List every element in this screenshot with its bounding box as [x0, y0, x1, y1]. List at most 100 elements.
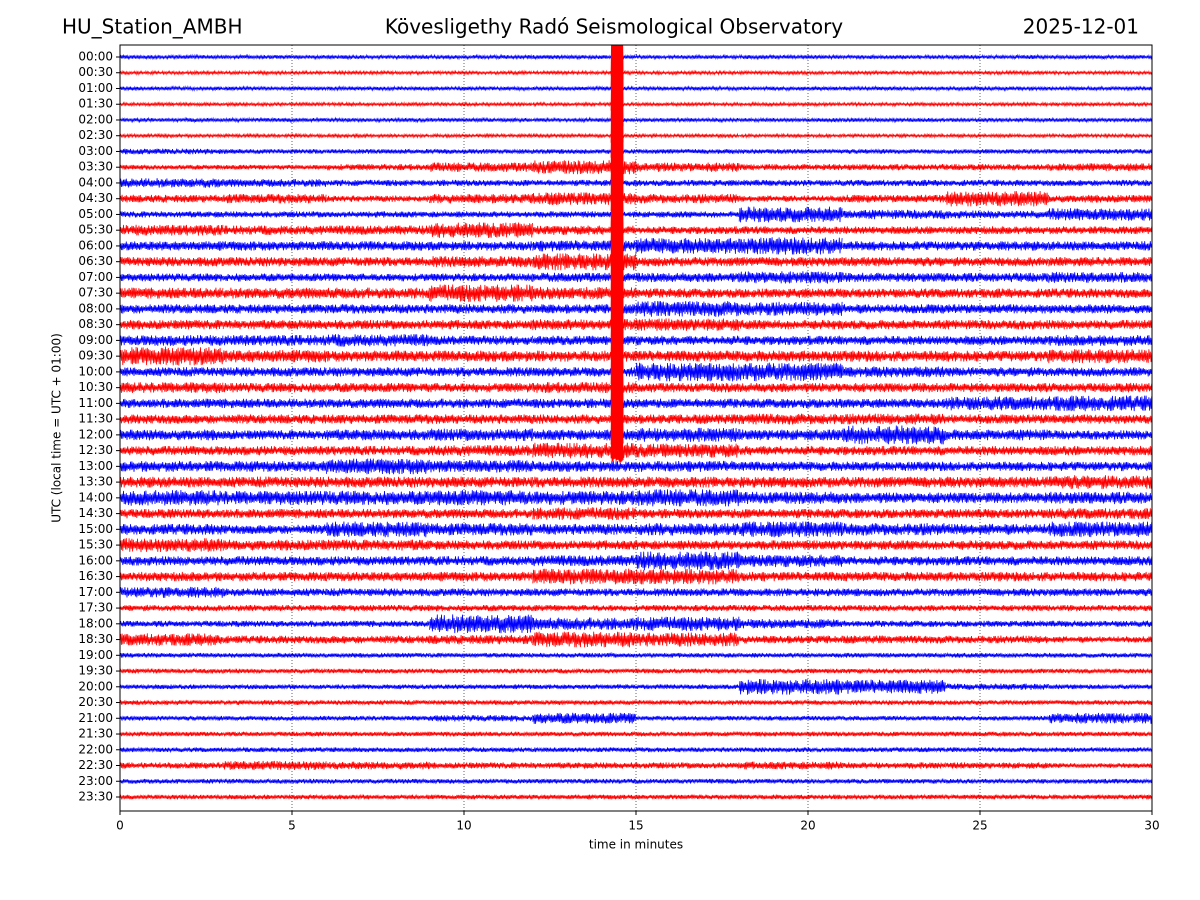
trace-segment — [1048, 179, 1152, 187]
trace-segment — [429, 731, 533, 738]
trace-segment — [326, 667, 430, 675]
trace-segment — [945, 414, 1049, 424]
trace-segment — [326, 539, 430, 551]
trace-segment — [1048, 793, 1152, 800]
trace-segment — [222, 164, 327, 171]
trace-segment — [120, 211, 224, 218]
trace-segment — [222, 777, 327, 785]
trace-segment — [635, 588, 740, 597]
trace-segment — [222, 101, 327, 108]
trace-segment — [635, 257, 740, 267]
trace-segment — [532, 778, 637, 785]
trace-segment — [635, 699, 740, 706]
trace-segment — [635, 53, 740, 61]
trace-segment — [120, 132, 224, 139]
trace-segment — [738, 491, 843, 505]
trace-segment — [945, 319, 1049, 330]
y-tick-label: 02:00 — [78, 112, 113, 126]
trace-segment — [842, 522, 946, 536]
x-tick-label: 20 — [800, 819, 815, 833]
trace-segment — [222, 287, 327, 299]
trace-segment — [945, 540, 1049, 550]
trace-segment — [738, 116, 843, 124]
trace-segment — [532, 476, 637, 488]
trace-segment — [738, 271, 843, 284]
y-axis-label: UTC (local time = UTC + 01:00) — [50, 333, 64, 523]
y-tick-label: 09:00 — [78, 333, 113, 347]
trace-segment — [326, 382, 430, 393]
trace-segment — [842, 652, 946, 659]
trace-segment — [120, 489, 224, 506]
y-tick-label: 22:00 — [78, 742, 113, 756]
trace-segment — [222, 445, 327, 456]
trace-segment — [222, 414, 327, 424]
trace-segment — [326, 116, 430, 124]
trace-segment — [635, 226, 740, 235]
trace-segment — [635, 148, 740, 155]
trace-segment — [326, 683, 430, 690]
trace-segment — [429, 148, 533, 155]
trace-segment — [326, 588, 430, 597]
trace-segment — [1048, 588, 1152, 597]
trace-segment — [429, 508, 533, 519]
trace-segment — [738, 429, 843, 441]
trace-segment — [842, 272, 946, 283]
trace-segment — [945, 101, 1049, 108]
y-tick-label: 23:00 — [78, 774, 113, 788]
trace-segment — [326, 635, 430, 644]
trace-segment — [326, 350, 430, 362]
trace-segment — [429, 634, 533, 645]
trace-segment — [738, 132, 843, 139]
trace-segment — [326, 211, 430, 218]
trace-segment — [945, 148, 1049, 155]
trace-segment — [326, 778, 430, 785]
trace-segment — [635, 398, 740, 409]
trace-segment — [945, 715, 1049, 722]
trace-segment — [222, 524, 327, 535]
trace-segment — [1048, 226, 1152, 235]
trace-segment — [429, 778, 533, 785]
trace-segment — [326, 620, 430, 627]
trace-segment — [1048, 571, 1152, 582]
trace-segment — [326, 195, 430, 202]
y-tick-label: 12:30 — [78, 443, 113, 457]
trace-segment — [738, 619, 843, 629]
y-tick-label: 20:30 — [78, 695, 113, 709]
trace-segment — [738, 350, 843, 362]
event-trace — [610, 438, 624, 464]
trace-segment — [222, 132, 327, 139]
trace-segment — [120, 633, 224, 646]
trace-segment — [635, 427, 740, 443]
trace-segment — [120, 429, 224, 441]
trace-segment — [842, 635, 946, 644]
y-tick-label: 04:00 — [78, 175, 113, 189]
trace-segment — [945, 508, 1049, 519]
trace-segment — [945, 445, 1049, 456]
trace-segment — [635, 616, 740, 631]
trace-segment — [222, 256, 327, 267]
trace-segment — [326, 761, 430, 770]
trace-segment — [429, 85, 533, 92]
trace-segment — [945, 179, 1049, 187]
trace-segment — [429, 273, 533, 282]
trace-segment — [945, 683, 1049, 690]
trace-segment — [532, 555, 637, 567]
trace-segment — [120, 508, 224, 519]
trace-segment — [1048, 652, 1152, 659]
trace-segment — [1048, 699, 1152, 706]
trace-segment — [429, 715, 533, 722]
trace-segment — [429, 460, 533, 473]
trace-segment — [842, 715, 946, 722]
trace-segment — [429, 556, 533, 566]
trace-segment — [842, 241, 946, 251]
trace-segment — [1048, 101, 1152, 108]
trace-segment — [120, 398, 224, 409]
trace-segment — [326, 225, 430, 235]
trace-segment — [120, 762, 224, 769]
trace-segment — [429, 179, 533, 187]
x-tick-label: 15 — [628, 819, 643, 833]
y-tick-label: 10:00 — [78, 364, 113, 378]
y-tick-label: 11:00 — [78, 396, 113, 410]
y-tick-label: 00:00 — [78, 50, 113, 64]
trace-segment — [945, 556, 1049, 566]
